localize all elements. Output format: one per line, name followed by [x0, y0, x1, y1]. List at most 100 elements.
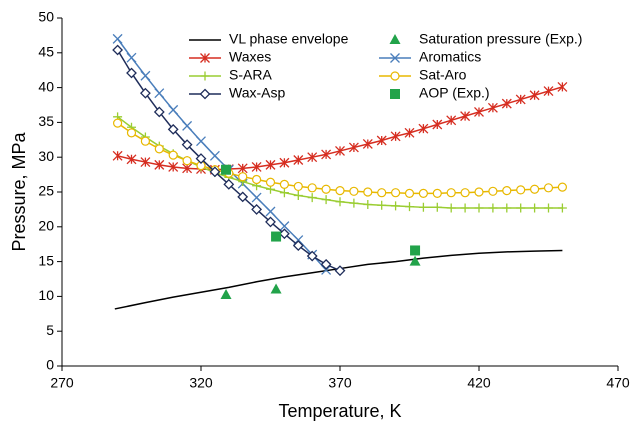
- data-point: [460, 111, 471, 122]
- data-point: [432, 202, 442, 212]
- data-point: [391, 201, 401, 211]
- data-point: [516, 185, 526, 195]
- x-axis-label: Temperature, K: [278, 401, 401, 421]
- data-point: [209, 166, 221, 178]
- legend-label: Wax-Asp: [229, 85, 285, 101]
- data-point: [270, 283, 282, 294]
- data-point: [237, 163, 248, 174]
- data-point: [543, 183, 554, 193]
- data-point: [293, 190, 303, 200]
- data-point: [349, 198, 359, 208]
- data-point: [391, 188, 401, 198]
- data-point: [168, 104, 179, 115]
- data-point: [404, 188, 415, 198]
- data-point: [474, 187, 484, 197]
- data-point: [167, 123, 179, 135]
- data-point: [432, 188, 442, 198]
- legend-marker: [199, 88, 211, 100]
- legend-label: VL phase envelope: [229, 31, 349, 47]
- data-point: [154, 88, 165, 99]
- data-point: [251, 192, 262, 203]
- y-tick-label: 40: [38, 78, 54, 94]
- data-point: [474, 203, 484, 213]
- data-point: [321, 195, 331, 205]
- data-point: [168, 161, 179, 172]
- data-point: [293, 181, 303, 192]
- data-point: [377, 200, 387, 210]
- data-point: [265, 159, 276, 170]
- data-point: [126, 154, 137, 165]
- data-point: [140, 157, 151, 168]
- data-point: [349, 186, 359, 196]
- y-tick-label: 15: [38, 252, 54, 268]
- data-point: [139, 87, 151, 99]
- data-point: [460, 188, 470, 198]
- data-point: [251, 161, 262, 172]
- x-tick-label: 320: [189, 375, 213, 391]
- x-tick-label: 270: [50, 375, 74, 391]
- data-point: [265, 216, 276, 228]
- y-tick-label: 45: [38, 44, 54, 60]
- data-point: [279, 188, 289, 198]
- data-point: [220, 289, 232, 300]
- y-tick-label: 50: [38, 9, 54, 25]
- legend-marker: [200, 53, 210, 63]
- data-point: [418, 188, 428, 198]
- data-point: [321, 184, 331, 194]
- data-point: [529, 90, 540, 101]
- data-point: [265, 206, 276, 217]
- data-point: [446, 115, 457, 126]
- data-point: [321, 264, 332, 275]
- data-point: [168, 150, 178, 160]
- data-point: [195, 153, 207, 165]
- data-point: [377, 188, 387, 198]
- data-point: [140, 70, 151, 81]
- y-tick-label: 30: [38, 148, 54, 164]
- legend-marker: [390, 89, 400, 99]
- data-point: [181, 139, 193, 151]
- legend-label: S-ARA: [229, 67, 272, 83]
- data-point: [182, 163, 193, 174]
- data-point: [237, 191, 249, 203]
- data-point: [279, 157, 290, 168]
- data-point: [418, 202, 428, 212]
- data-point: [432, 119, 443, 130]
- legend-label: Aromatics: [419, 49, 481, 65]
- data-point: [460, 203, 470, 213]
- y-tick-label: 35: [38, 113, 54, 129]
- data-point: [348, 142, 359, 153]
- data-point: [543, 86, 554, 97]
- data-point: [362, 139, 373, 149]
- data-point: [126, 52, 137, 63]
- x-tick-label: 370: [328, 375, 352, 391]
- data-point: [278, 228, 290, 240]
- data-point: [153, 106, 165, 118]
- data-point: [154, 144, 164, 154]
- data-point: [530, 203, 540, 213]
- legend-label: Saturation pressure (Exp.): [419, 31, 582, 47]
- legend-marker: [390, 53, 400, 63]
- data-point: [410, 245, 421, 256]
- data-point: [404, 127, 415, 138]
- legend-label: Sat-Aro: [419, 67, 467, 83]
- data-point: [112, 33, 123, 44]
- data-point: [221, 164, 232, 175]
- data-point: [271, 231, 282, 242]
- data-point: [335, 145, 345, 156]
- data-point: [474, 107, 484, 117]
- data-point: [112, 118, 123, 128]
- legend-marker: [390, 71, 400, 81]
- data-point: [209, 150, 220, 161]
- data-point: [418, 123, 429, 134]
- y-tick-label: 25: [38, 183, 54, 199]
- data-point: [363, 200, 373, 210]
- data-point: [307, 152, 318, 163]
- data-point: [265, 177, 276, 187]
- data-point: [544, 203, 553, 213]
- data-point: [335, 186, 345, 196]
- data-point: [446, 188, 456, 198]
- data-point: [409, 255, 421, 266]
- y-tick-label: 10: [38, 287, 54, 303]
- data-point: [334, 265, 346, 277]
